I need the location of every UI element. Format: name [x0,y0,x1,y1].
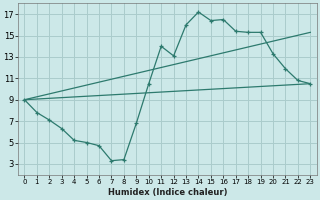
X-axis label: Humidex (Indice chaleur): Humidex (Indice chaleur) [108,188,227,197]
